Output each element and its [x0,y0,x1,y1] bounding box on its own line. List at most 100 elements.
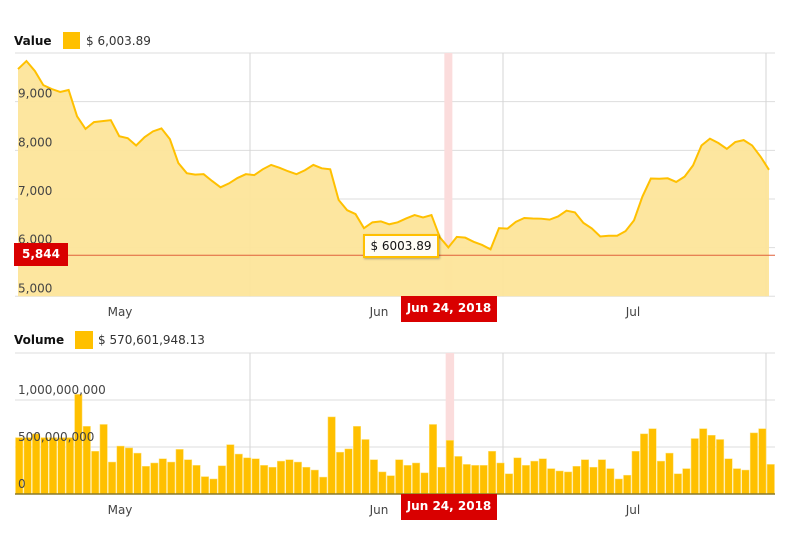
volume-bar [209,478,218,495]
volume-bar [673,473,682,495]
volume-bar [378,471,387,495]
volume-bar [369,459,378,495]
volume-bar [319,476,328,495]
x-tick-label: Jul [625,305,640,319]
volume-bar [597,459,606,495]
x-tick-label: Jun [369,305,389,319]
volume-bar [623,474,632,495]
volume-bar [462,464,471,495]
volume-bar [175,449,184,495]
crosshair-band [445,353,455,494]
volume-bar [513,457,522,495]
volume-bar [57,437,66,495]
y-tick-label: 8,000 [18,135,52,149]
volume-bar [74,394,83,495]
volume-bar [589,466,598,495]
y-tick-label: 7,000 [18,184,52,198]
volume-bar [496,462,505,495]
volume-bar [336,451,345,495]
volume-bar [217,465,226,495]
volume-bar [707,435,716,495]
volume-bar [766,464,775,495]
volume-bar [116,445,125,495]
volume-bar [226,444,235,495]
volume-bar [403,465,412,495]
volume-bar [125,447,133,495]
volume-bar [445,440,454,495]
volume-bar [184,459,193,495]
volume-bar [564,471,573,495]
volume-bar [538,458,547,495]
volume-bar [471,465,480,495]
volume-bar [302,466,311,495]
volume-bar [353,426,361,495]
volume-x-highlight-label: Jun 24, 2018 [401,494,497,520]
y-tick-label: 5,000 [18,281,52,295]
volume-bar [395,459,404,495]
volume-bar [640,433,649,495]
volume-bar [108,461,117,495]
volume-bar [344,448,353,495]
volume-bar [555,470,564,495]
x-tick-label: Jul [625,503,640,517]
value-legend-title: Value [14,34,52,48]
x-tick-label: May [108,503,133,517]
volume-bar [167,461,176,495]
volume-bar [65,437,74,495]
volume-bar [243,457,252,495]
volume-bar [530,460,539,495]
volume-bar [141,466,150,495]
volume-bar [488,450,497,495]
volume-bar [690,438,699,495]
volume-bar [251,458,260,495]
volume-legend-swatch [75,331,93,349]
volume-legend-title: Volume [14,333,64,347]
y-tick-label: 9,000 [18,87,52,101]
value-x-highlight-label: Jun 24, 2018 [401,296,497,322]
value-legend-swatch [63,32,80,49]
volume-bar [547,468,556,495]
volume-bar [327,416,336,495]
volume-bar [40,437,49,495]
volume-bar [386,475,395,495]
volume-bar [606,468,615,495]
volume-bar [657,460,665,495]
volume-bar [49,437,57,495]
volume-bar [420,472,429,495]
volume-bar [234,453,243,495]
volume-bar [158,458,167,495]
value-area [18,61,769,297]
volume-bar [91,450,100,495]
value-line [17,59,770,251]
volume-bar [310,469,319,495]
volume-bar [268,466,277,495]
volume-bar [572,466,581,495]
value-tooltip: $ 6003.89 [363,234,439,258]
volume-bar [741,469,750,495]
volume-bar [437,466,446,495]
volume-bar [201,476,209,495]
volume-bar [429,424,437,495]
crosshair-band [444,53,453,297]
volume-bar [749,432,758,495]
volume-bar [133,452,142,495]
value-legend-value: $ 6,003.89 [86,34,151,48]
y-tick-label: 1,000,000,000 [18,383,106,397]
volume-bar [716,439,725,495]
volume-bar [150,462,159,495]
volume-bar [412,462,421,495]
volume-bar [758,428,767,495]
volume-bar [361,439,370,495]
volume-bar [99,424,108,495]
y-tick-label: 500,000,000 [18,430,94,444]
x-tick-label: Jun [369,503,389,517]
price-marker-label: 5,844 [14,243,68,266]
volume-bar [682,468,691,495]
volume-bar [665,452,674,495]
volume-bar [192,465,201,495]
volume-bar [479,465,488,495]
volume-bar [614,478,623,495]
volume-bar [277,460,285,495]
value-chart: Value $ 6,003.895,0006,0007,0008,0009,000… [14,32,775,319]
volume-bar [293,461,302,495]
